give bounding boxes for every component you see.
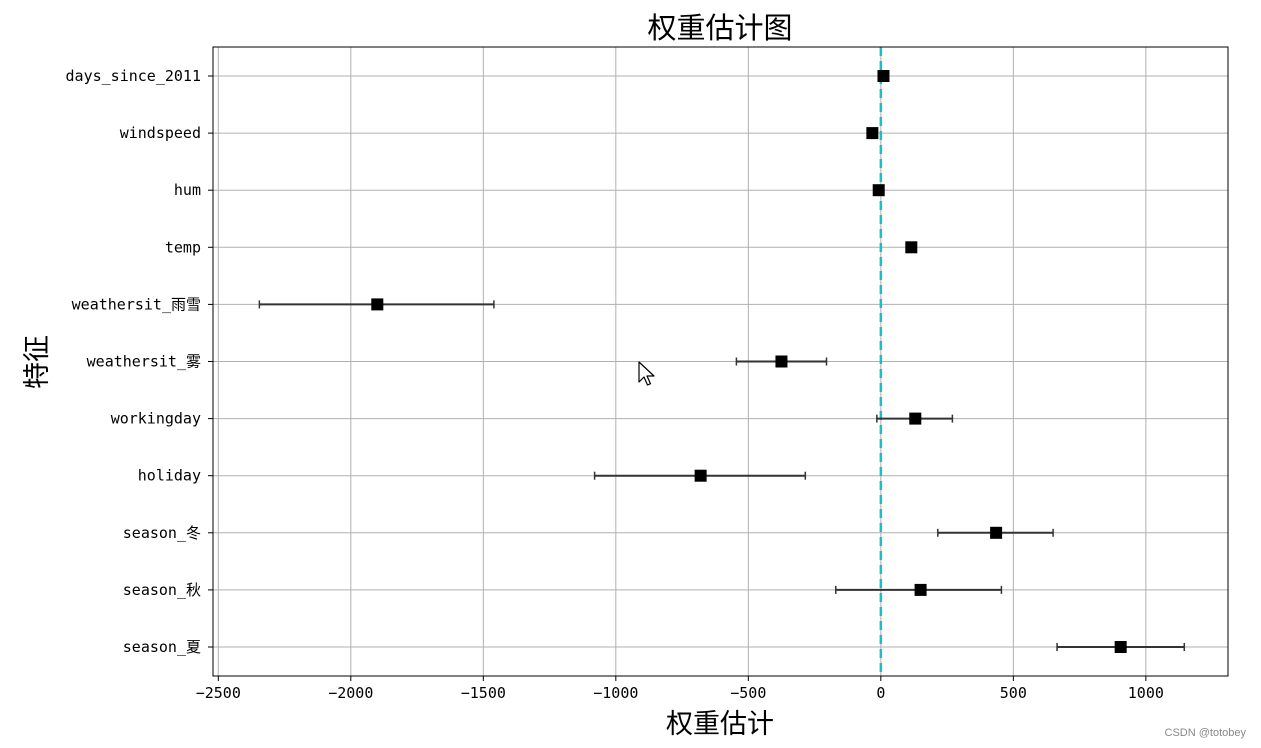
estimate-marker	[1114, 641, 1127, 653]
x-tick-label: −1000	[593, 684, 638, 702]
estimate-marker	[371, 298, 384, 311]
x-tick-label: −500	[730, 684, 766, 702]
y-tick-label: weathersit_雾	[87, 353, 201, 371]
estimate-marker	[877, 70, 890, 82]
y-tick-label: season_冬	[123, 524, 201, 542]
y-axis-ticks: days_since_2011 windspeed hum temp weathersi…	[66, 67, 213, 656]
x-tick-label: −2500	[196, 684, 241, 702]
y-tick-label: holiday	[138, 467, 201, 485]
y-tick-label: temp	[165, 238, 201, 256]
x-tick-label: 500	[1000, 684, 1027, 702]
estimate-marker	[775, 355, 788, 368]
y-tick-label: hum	[174, 181, 201, 199]
x-tick-label: 0	[876, 684, 885, 702]
x-axis-ticks: −2500 −2000 −1500 −1000 −500 0 500 1000	[196, 676, 1164, 702]
y-tick-label: days_since_2011	[66, 67, 201, 85]
x-tick-label: 1000	[1128, 684, 1164, 702]
watermark: CSDN @totobey	[1165, 727, 1247, 739]
chart-title: 权重估计图	[647, 11, 792, 45]
estimate-marker	[866, 127, 879, 140]
y-tick-label: workingday	[111, 410, 201, 428]
x-tick-label: −2000	[328, 684, 373, 702]
estimate-marker	[694, 469, 707, 482]
estimate-marker	[990, 526, 1003, 539]
x-tick-label: −1500	[461, 684, 506, 702]
y-tick-label: season_夏	[123, 638, 201, 656]
grid-lines	[213, 47, 1228, 676]
estimate-marker	[909, 412, 922, 425]
estimate-marker	[872, 184, 885, 197]
y-tick-label: weathersit_雨雪	[72, 295, 201, 313]
y-tick-label: season_秋	[123, 581, 201, 599]
mouse-pointer-icon	[638, 361, 655, 386]
estimate-marker	[905, 241, 918, 254]
y-tick-label: windspeed	[120, 124, 201, 142]
estimate-marker	[914, 583, 927, 596]
x-axis-label: 权重估计	[666, 709, 774, 740]
estimate-markers	[371, 70, 1127, 653]
y-axis-label: 特征	[22, 335, 53, 389]
